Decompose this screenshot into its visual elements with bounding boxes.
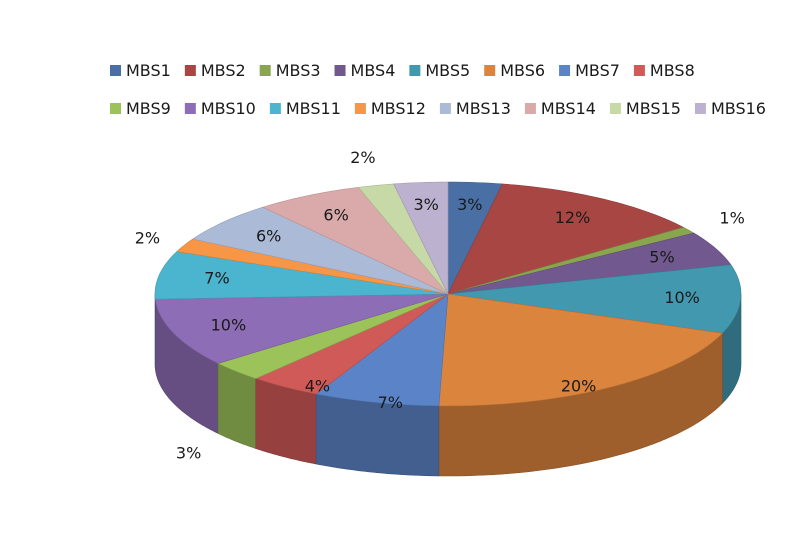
pie-slice-mbs13 xyxy=(191,206,449,295)
legend-label: MBS15 xyxy=(626,99,681,118)
pie-slice-mbs8 xyxy=(254,293,449,395)
legend-swatch xyxy=(439,103,451,114)
slice-label-mbs4: 5% xyxy=(649,248,674,267)
pie-slice-mbs16 xyxy=(393,181,449,295)
legend-item-mbs5: MBS5 xyxy=(409,61,470,80)
legend-swatch xyxy=(184,65,196,76)
slice-label-mbs7: 7% xyxy=(378,393,403,412)
pie-slice-mbs2 xyxy=(447,183,685,295)
legend-label: MBS13 xyxy=(456,99,511,118)
slice-label-mbs12: 2% xyxy=(135,228,160,247)
pie-slice-mbs7 xyxy=(315,293,449,407)
legend-item-mbs15: MBS15 xyxy=(609,99,681,118)
legend-swatch xyxy=(484,65,496,76)
legend-label: MBS6 xyxy=(500,61,545,80)
legend-label: MBS14 xyxy=(541,99,596,118)
pie-slice-mbs4 xyxy=(447,232,732,295)
legend-item-mbs16: MBS16 xyxy=(694,99,766,118)
legend-swatch xyxy=(269,103,281,114)
legend-item-mbs2: MBS2 xyxy=(184,61,246,80)
slice-label-mbs13: 6% xyxy=(256,226,281,245)
legend-item-mbs3: MBS3 xyxy=(259,61,321,80)
legend-item-mbs9: MBS9 xyxy=(110,99,171,118)
legend-label: MBS8 xyxy=(650,61,695,80)
slice-label-mbs2: 12% xyxy=(555,208,591,227)
slice-label-mbs9: 3% xyxy=(176,443,201,462)
slice-label-mbs11: 7% xyxy=(204,269,229,288)
legend-item-mbs1: MBS1 xyxy=(110,61,171,80)
legend-item-mbs7: MBS7 xyxy=(559,61,620,80)
pie-slice-mbs11 xyxy=(154,251,449,300)
legend-swatch xyxy=(334,65,346,76)
slice-label-mbs8: 4% xyxy=(305,376,330,395)
pie-labels: 3% 12% 1% 5% 10% 20% 7% 4% 3% 10% 7% 2% 6% 6% 2% 3% xyxy=(135,148,745,462)
pie-slice-mbs5 xyxy=(447,264,742,334)
pie-slice-mbs6 xyxy=(438,293,724,407)
pie-slice-mbs15 xyxy=(357,183,449,295)
legend-label: MBS11 xyxy=(286,99,341,118)
legend-item-mbs13: MBS13 xyxy=(439,99,511,118)
legend-label: MBS3 xyxy=(276,61,321,80)
pie-slice-mbs12 xyxy=(176,238,449,295)
legend-swatch xyxy=(259,65,271,76)
legend-label: MBS16 xyxy=(711,99,766,118)
legend-item-mbs6: MBS6 xyxy=(484,61,545,80)
legend-swatch xyxy=(609,103,621,114)
legend-item-mbs14: MBS14 xyxy=(524,99,596,118)
slice-label-mbs6: 20% xyxy=(561,376,597,395)
legend-label: MBS9 xyxy=(126,99,171,118)
legend-item-mbs11: MBS11 xyxy=(269,99,341,118)
slice-label-mbs16: 3% xyxy=(414,195,439,214)
legend-swatch xyxy=(409,65,421,76)
legend-swatch xyxy=(559,65,571,76)
slice-label-mbs1: 3% xyxy=(457,195,482,214)
pie-slice-mbs9 xyxy=(217,293,449,379)
legend-swatch xyxy=(110,65,121,76)
legend-label: MBS7 xyxy=(575,61,620,80)
legend-swatch xyxy=(110,103,121,114)
slice-label-mbs10: 10% xyxy=(211,315,247,334)
legend-label: MBS2 xyxy=(201,61,246,80)
legend-swatch xyxy=(524,103,536,114)
slice-label-mbs15: 2% xyxy=(350,148,375,167)
slice-label-mbs3: 1% xyxy=(719,209,744,228)
legend-swatch xyxy=(184,103,196,114)
legend-item-mbs8: MBS8 xyxy=(633,61,695,80)
legend-swatch xyxy=(694,103,706,114)
legend-item-mbs10: MBS10 xyxy=(184,99,256,118)
chart-legend: MBS1 MBS2 MBS3 MBS4 MBS5 MBS6 MBS7 MBS8 MBS9 MBS1… xyxy=(110,61,766,118)
legend-label: MBS10 xyxy=(201,99,256,118)
pie-slice-mbs14 xyxy=(261,187,449,295)
legend-label: MBS1 xyxy=(126,61,171,80)
legend-item-mbs4: MBS4 xyxy=(334,61,396,80)
pie-top xyxy=(154,181,742,407)
legend-label: MBS4 xyxy=(351,61,396,80)
slice-label-mbs14: 6% xyxy=(323,205,348,224)
legend-item-mbs12: MBS12 xyxy=(354,99,426,118)
legend-label: MBS5 xyxy=(425,61,470,80)
slice-label-mbs5: 10% xyxy=(664,288,700,307)
pie-slice-mbs3 xyxy=(447,227,695,295)
legend-swatch xyxy=(354,103,366,114)
legend-label: MBS12 xyxy=(371,99,426,118)
legend-swatch xyxy=(633,65,645,76)
pie-slice-mbs10 xyxy=(154,293,449,364)
